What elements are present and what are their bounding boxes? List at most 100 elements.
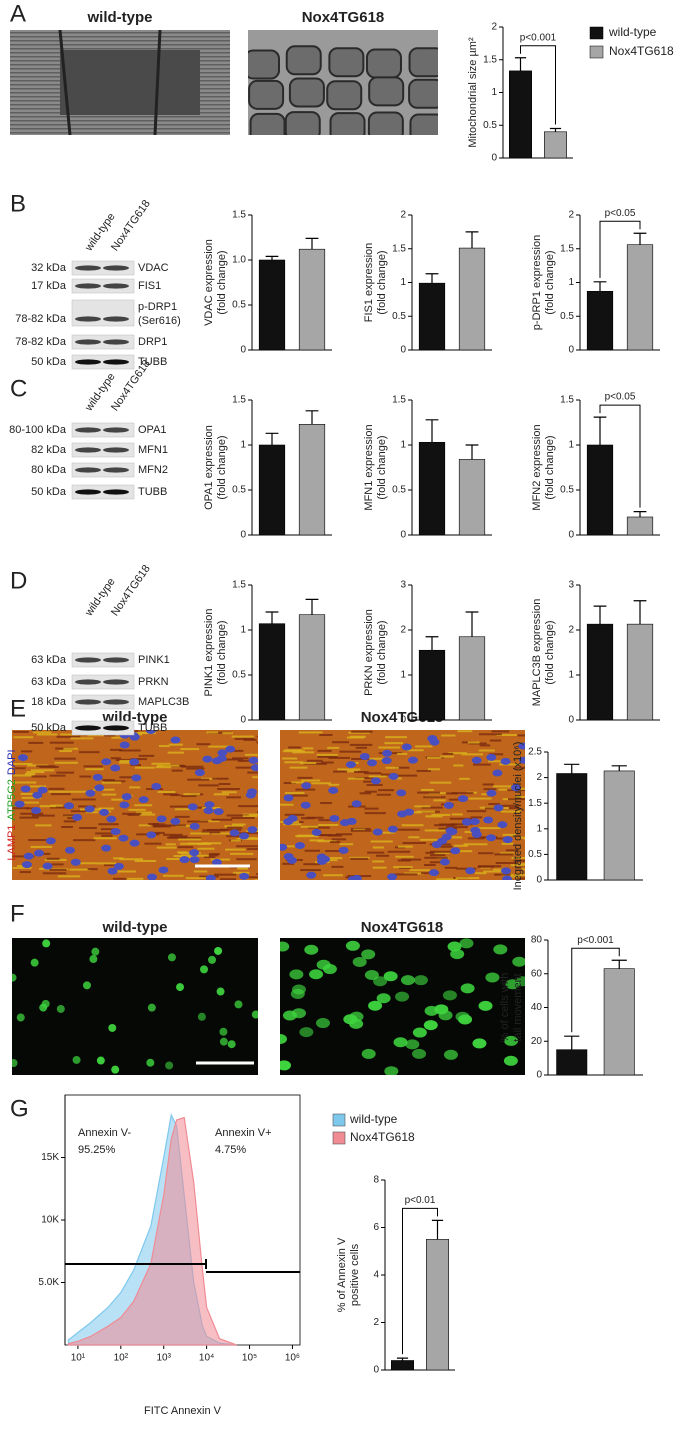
if-fiber xyxy=(256,741,258,744)
if-fiber xyxy=(235,766,255,769)
if-nucleus xyxy=(121,793,132,801)
if-nucleus xyxy=(225,745,236,753)
if-fiber xyxy=(306,759,323,762)
if-fiber xyxy=(219,828,242,831)
if-fiber xyxy=(497,804,520,807)
if-nucleus xyxy=(17,754,28,762)
x-tick-label: 10² xyxy=(114,1353,129,1364)
error-bar xyxy=(593,416,607,445)
if-fiber xyxy=(397,845,413,848)
if-fiber xyxy=(508,798,525,801)
if-fiber xyxy=(430,854,446,857)
em-band xyxy=(60,50,200,115)
blot-protein: (Ser616) xyxy=(138,315,181,327)
if-fiber xyxy=(50,804,63,807)
em-line xyxy=(153,30,162,135)
error-bar xyxy=(611,765,627,771)
comet xyxy=(361,949,376,960)
comet xyxy=(443,1049,458,1060)
blot-strip xyxy=(71,299,135,327)
if-fiber xyxy=(213,873,237,876)
stain-name: DAPI xyxy=(6,749,18,775)
if-fiber xyxy=(504,875,521,878)
stain-name: ATP5G2 xyxy=(6,779,18,820)
y-tick-label: 1 xyxy=(240,625,246,636)
if-fiber xyxy=(317,840,337,843)
if-fiber xyxy=(119,776,135,779)
if-fiber xyxy=(429,861,442,864)
if-nucleus xyxy=(351,800,362,808)
legend-swatch xyxy=(589,45,604,59)
micrograph xyxy=(12,938,258,1075)
error-bar xyxy=(633,511,647,517)
if-fiber xyxy=(96,862,117,865)
blot-kda: 78-82 kDa xyxy=(15,336,67,348)
if-fiber xyxy=(190,832,210,835)
if-fiber xyxy=(283,845,295,848)
comet xyxy=(299,1027,314,1038)
if-fiber xyxy=(100,828,115,831)
if-fiber xyxy=(354,777,379,780)
if-nucleus xyxy=(72,813,83,821)
y-tick-label: 1.5 xyxy=(392,395,406,406)
if-fiber xyxy=(49,806,74,809)
if-fiber xyxy=(30,785,47,788)
if-fiber xyxy=(434,824,456,827)
if-fiber xyxy=(21,796,42,799)
if-fiber xyxy=(517,734,525,737)
significance-bracket xyxy=(599,404,641,508)
if-fiber xyxy=(28,741,44,744)
if-fiber xyxy=(320,802,333,805)
if-fiber xyxy=(499,763,520,766)
if-fiber xyxy=(408,836,420,839)
gate-annotation: Annexin V+ xyxy=(215,1127,272,1139)
if-fiber xyxy=(440,755,454,758)
blot-band xyxy=(103,467,129,473)
em-cell xyxy=(328,47,365,78)
if-nucleus xyxy=(146,831,157,839)
bar xyxy=(626,244,654,351)
comet xyxy=(503,1055,518,1066)
if-fiber xyxy=(71,798,96,801)
if-fiber xyxy=(489,739,502,742)
if-nucleus xyxy=(370,777,381,785)
if-fiber xyxy=(163,833,183,836)
if-fiber xyxy=(348,731,370,734)
y-axis-label: PINK1 expression xyxy=(203,608,215,696)
y-axis-label: % of cells with xyxy=(499,973,511,1043)
if-fiber xyxy=(42,872,67,875)
if-nucleus xyxy=(457,795,468,803)
if-fiber xyxy=(453,844,468,847)
if-fiber xyxy=(221,791,237,794)
panel-label: B xyxy=(10,190,26,217)
if-fiber xyxy=(318,823,339,826)
y-tick-label: 6 xyxy=(373,1222,379,1233)
if-nucleus xyxy=(396,789,407,797)
if-fiber xyxy=(349,856,370,859)
y-tick-label: 1 xyxy=(568,670,574,681)
if-fiber xyxy=(138,824,151,827)
comet xyxy=(413,975,428,986)
if-fiber xyxy=(301,817,315,820)
error-bar xyxy=(265,611,279,624)
comet xyxy=(280,1033,288,1044)
em-cell xyxy=(408,47,438,78)
if-nucleus xyxy=(500,757,511,765)
if-fiber xyxy=(174,815,190,818)
if-fiber xyxy=(467,741,480,744)
if-fiber xyxy=(132,732,156,735)
if-nucleus xyxy=(189,822,200,830)
if-fiber xyxy=(415,745,433,748)
if-fiber xyxy=(359,792,372,795)
if-fiber xyxy=(479,744,491,747)
if-fiber xyxy=(298,731,323,734)
error-bar xyxy=(265,255,279,260)
if-fiber xyxy=(372,866,387,869)
if-fiber xyxy=(256,811,258,814)
if-fiber xyxy=(227,749,244,752)
if-nucleus xyxy=(367,759,378,767)
blot-band xyxy=(75,316,101,322)
y-tick-label: 1 xyxy=(400,670,406,681)
if-fiber xyxy=(436,878,458,880)
if-fiber xyxy=(36,765,56,768)
